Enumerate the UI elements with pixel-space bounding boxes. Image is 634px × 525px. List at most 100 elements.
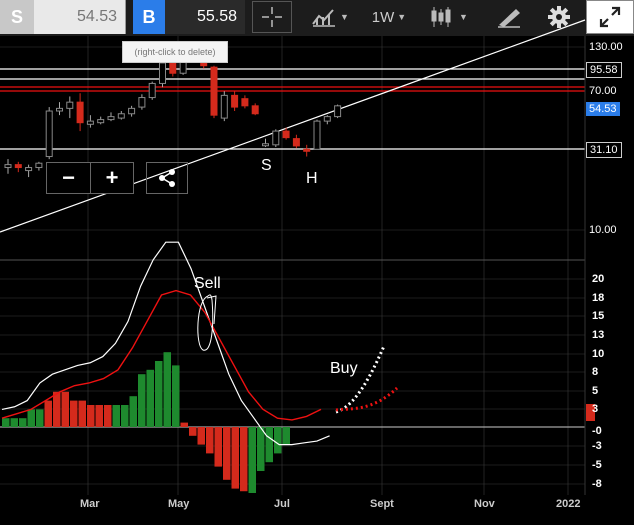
indicator-axis-label: -8 (592, 478, 602, 490)
sell-letter: S (0, 0, 34, 34)
gear-icon (548, 6, 570, 28)
share-button[interactable] (146, 162, 188, 194)
indicator-axis-label: 3 (592, 403, 599, 415)
annotation-s: S (261, 157, 272, 174)
indicator-axis-label: 10 (592, 348, 605, 360)
histogram-bar (112, 405, 120, 427)
settings-button[interactable] (536, 0, 582, 34)
candle-body (117, 113, 125, 119)
candle-body (86, 120, 94, 125)
candle-body (138, 97, 146, 108)
signal-projection-dotted (335, 386, 399, 412)
chart-grid (0, 36, 585, 495)
histogram-bar (180, 422, 188, 427)
date-label-may: May (168, 498, 190, 510)
share-icon (159, 169, 175, 187)
timeframe-label: 1W (371, 8, 395, 26)
candle-body (210, 66, 218, 116)
candle-body (220, 94, 228, 119)
histogram-bar (2, 418, 10, 427)
zoom-in-button[interactable]: + (89, 163, 133, 193)
histogram-bar (53, 391, 61, 427)
zoom-controls: − + (46, 162, 134, 194)
histogram-bar (274, 427, 282, 454)
candle-body (35, 162, 43, 169)
candle-body (14, 164, 22, 169)
drawing-tool-button[interactable] (486, 0, 532, 34)
indicator-axis-label: 13 (592, 329, 605, 341)
date-label-2022: 2022 (556, 498, 581, 510)
expand-icon (599, 6, 621, 28)
crosshair-icon (262, 7, 282, 27)
annotation-h: H (306, 170, 318, 187)
sell-price: 54.53 (76, 8, 117, 25)
current-price-label: 54.53 (586, 102, 620, 116)
histogram-bar (172, 365, 180, 427)
timeframe-dropdown[interactable]: 1W ▼ (364, 0, 414, 34)
histogram-group (2, 352, 290, 493)
annotation-sell: Sell (194, 275, 221, 292)
histogram-bar (61, 391, 69, 427)
histogram-bar (214, 427, 222, 467)
histogram-bar (36, 409, 44, 427)
histogram-current-marker (586, 404, 595, 421)
indicator-axis-label: 15 (592, 310, 605, 322)
indicator-axis-label: 5 (592, 385, 599, 397)
crosshair-button[interactable] (252, 1, 292, 33)
chevron-down-icon: ▼ (459, 12, 468, 22)
candle-body (231, 94, 239, 108)
indicators-button[interactable]: ▼ (306, 0, 354, 34)
histogram-bar (248, 427, 256, 493)
histogram-bar (138, 374, 146, 427)
histogram-bar (146, 369, 154, 427)
histogram-bar (10, 418, 18, 427)
candle-body (272, 130, 280, 146)
chart-type-button[interactable]: ▼ (424, 0, 474, 34)
indicator-axis-label: -3 (592, 440, 602, 452)
date-label-jul: Jul (274, 498, 290, 510)
zoom-out-button[interactable]: − (47, 163, 90, 193)
candle-body (169, 62, 177, 74)
delete-tooltip: (right-click to delete) (122, 41, 228, 63)
minus-icon: − (62, 165, 75, 190)
plus-icon: + (105, 165, 119, 190)
indicator-axis-label: 18 (592, 292, 605, 304)
histogram-bar (240, 427, 248, 492)
price-label-70: 70.00 (589, 85, 617, 97)
buy-letter: B (133, 0, 165, 34)
chevron-down-icon: ▼ (340, 12, 349, 22)
date-label-mar: Mar (80, 498, 100, 510)
indicator-axis-label: 8 (592, 366, 599, 378)
price-label-130: 130.00 (589, 41, 623, 53)
candle-body (4, 164, 12, 169)
annotation-buy: Buy (330, 360, 358, 377)
candle-body (282, 130, 290, 139)
histogram-bar (189, 427, 197, 436)
candle-body (66, 101, 74, 109)
candle-body (148, 82, 156, 99)
histogram-bar (70, 400, 78, 427)
candle-body (323, 116, 331, 122)
chevron-down-icon: ▼ (397, 12, 407, 22)
date-label-sept: Sept (370, 498, 394, 510)
sell-button[interactable]: S 54.53 (0, 0, 126, 34)
signal-line (1, 289, 322, 421)
buy-button[interactable]: B 55.58 (133, 0, 245, 34)
buy-projection-dotted (335, 345, 386, 414)
candle-body (128, 107, 136, 115)
histogram-bar (197, 427, 205, 445)
price-label-95: 95.58 (586, 62, 622, 78)
candlestick-icon (431, 7, 451, 27)
histogram-bar (282, 427, 290, 445)
indicator-axis-label: -5 (592, 459, 602, 471)
histogram-bar (121, 405, 129, 427)
expand-button[interactable] (586, 0, 634, 34)
histogram-bar (223, 427, 231, 480)
histogram-bar (78, 400, 86, 427)
histogram-bar (87, 405, 95, 427)
histogram-bar (19, 418, 27, 427)
drawing-tool-icon (498, 9, 520, 28)
histogram-bar (265, 427, 273, 463)
indicator-axis-label: -0 (592, 425, 602, 437)
